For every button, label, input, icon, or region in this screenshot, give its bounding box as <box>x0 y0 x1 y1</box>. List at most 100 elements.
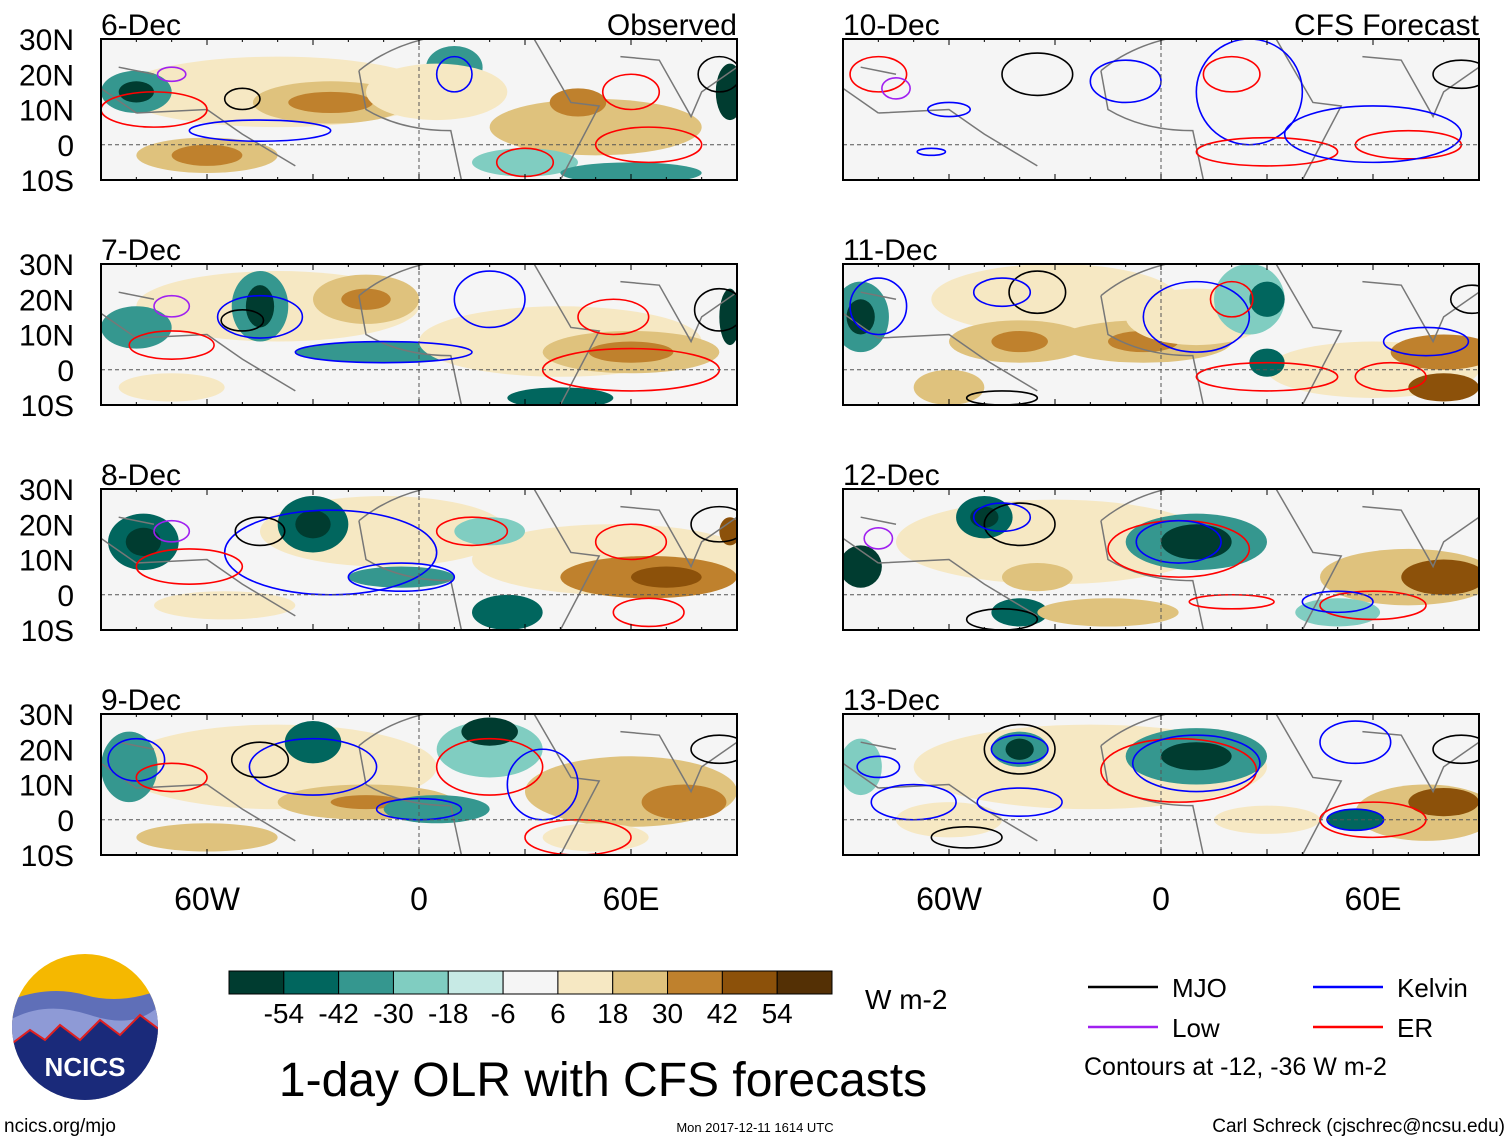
mjo-contour <box>1449 284 1479 315</box>
kelvin-contour <box>1382 326 1470 357</box>
low-contour <box>153 294 191 318</box>
colorbar: -54 -42 -30 -18 -6 6 18 30 42 54 <box>228 970 833 1029</box>
er-contour <box>128 330 215 360</box>
panel-content <box>101 489 737 630</box>
er-contour <box>849 55 908 93</box>
kelvin-contour <box>990 734 1049 765</box>
mjo-contour <box>1432 59 1479 90</box>
colorbar-swatch <box>228 970 285 995</box>
olr-anomaly-region <box>295 510 331 539</box>
coastline <box>843 489 1479 630</box>
kelvin-contour <box>916 147 947 157</box>
kelvin-contour <box>1142 280 1251 353</box>
er-contour <box>1319 590 1427 621</box>
olr-anomaly-region <box>631 566 702 588</box>
colorbar-swatch <box>776 970 833 995</box>
colorbar-label: 6 <box>550 998 566 1029</box>
colorbar-swatch <box>392 970 449 995</box>
kelvin-contour <box>248 737 378 796</box>
mjo-contour <box>220 309 265 332</box>
colorbar-label: -18 <box>428 998 468 1029</box>
olr-anomaly-region <box>284 721 342 764</box>
footer-credit: Carl Schreck (cjschrec@ncsu.edu) <box>1212 1116 1505 1137</box>
er-contour <box>612 597 685 628</box>
legend-label: Kelvin <box>1397 973 1468 1003</box>
legend-label: ER <box>1397 1013 1433 1043</box>
units-label: W m-2 <box>865 984 947 1015</box>
lat-tick-label: 30N <box>19 699 74 732</box>
kelvin-contour <box>294 340 473 364</box>
panel-tag: Observed <box>607 9 737 42</box>
olr-anomaly-region <box>245 285 275 328</box>
olr-anomaly-region <box>1005 738 1034 760</box>
panel-content <box>101 39 737 180</box>
panel-content <box>843 489 1479 630</box>
olr-anomaly-region <box>507 387 614 405</box>
olr-anomaly-region <box>348 566 455 588</box>
logo-text: NCICS <box>45 1052 126 1082</box>
low-contour <box>153 519 191 543</box>
er-contour <box>435 737 544 796</box>
er-contour <box>1195 136 1339 167</box>
mjo-contour <box>1008 270 1067 315</box>
panel-content <box>843 39 1479 180</box>
mjo-contour <box>965 390 1039 405</box>
olr-anomaly-region <box>118 81 154 103</box>
map-panel-10-Dec: 10-Dec CFS Forecast <box>842 9 1480 181</box>
panel-date: 8-Dec <box>101 459 181 492</box>
lon-tick-label: 60W <box>174 881 241 917</box>
mjo-contour <box>1432 734 1479 765</box>
footer-url[interactable]: ncics.org/mjo <box>4 1116 116 1137</box>
lat-tick-label: 20N <box>19 284 74 317</box>
olr-anomaly-region <box>991 330 1048 353</box>
er-contour <box>1100 737 1258 803</box>
kelvin-contour <box>1135 519 1222 564</box>
mjo-contour <box>697 55 737 93</box>
mjo-contour <box>690 734 737 765</box>
lat-tick-label: 30N <box>19 474 74 507</box>
panel-tag: CFS Forecast <box>1294 9 1480 42</box>
olr-anomaly-region <box>843 545 882 588</box>
olr-anomaly-region <box>549 88 607 117</box>
kelvin-contour <box>435 55 473 93</box>
mjo-contour <box>230 741 290 779</box>
olr-anomaly-region <box>341 288 391 310</box>
er-contour <box>577 298 650 336</box>
colorbar-label: -42 <box>318 998 358 1029</box>
olr-anomaly-region <box>171 144 243 166</box>
olr-anomaly-region <box>1002 563 1073 592</box>
er-contour <box>1354 361 1427 392</box>
colorbar-label: 18 <box>597 998 628 1029</box>
er-contour <box>601 73 661 111</box>
kelvin-contour <box>849 277 908 336</box>
legend-label: MJO <box>1172 973 1227 1003</box>
olr-anomaly-region <box>1249 281 1285 317</box>
er-contour <box>101 91 208 128</box>
olr-anomaly-region <box>1161 742 1232 771</box>
colorbar-swatch <box>721 970 778 995</box>
mjo-contour <box>1001 52 1074 97</box>
olr-anomaly-region <box>461 717 518 746</box>
lon-tick-label: 0 <box>410 881 428 917</box>
lat-tick-label: 10S <box>21 615 74 648</box>
mjo-contour <box>693 287 737 332</box>
olr-anomaly-region <box>846 299 875 335</box>
ncics-logo: NCICS <box>12 954 158 1100</box>
olr-anomaly-region <box>472 148 578 177</box>
lat-tick-label: 30N <box>19 249 74 282</box>
olr-anomaly-region <box>641 784 727 820</box>
kelvin-contour <box>453 270 526 329</box>
olr-anomaly-region <box>1408 373 1479 402</box>
olr-anomaly-region <box>101 731 158 803</box>
lat-tick-label: 20N <box>19 59 74 92</box>
kelvin-contour <box>1283 105 1463 164</box>
mjo-contour <box>983 502 1056 547</box>
map-panel-13-Dec: 13-Dec 60W 0 60E <box>842 684 1480 917</box>
lat-tick-label: 0 <box>57 355 74 388</box>
colorbar-label: -54 <box>264 998 304 1029</box>
olr-anomaly-region <box>136 823 278 852</box>
olr-anomaly-region <box>1408 788 1479 817</box>
